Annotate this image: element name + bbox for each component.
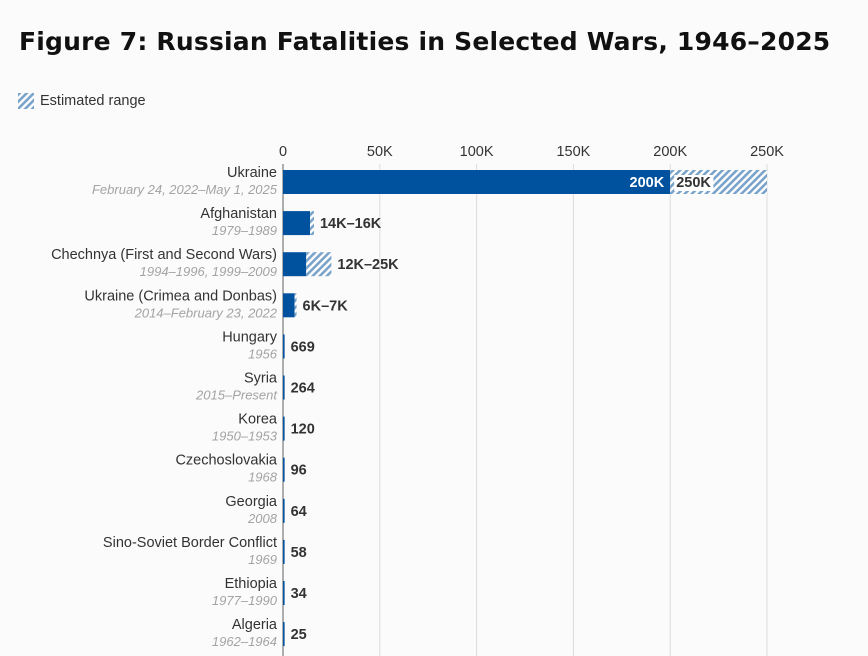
bar-confirmed (283, 416, 285, 441)
value-label: 96 (291, 463, 307, 479)
legend: Estimated range (18, 93, 146, 109)
bars: 200K 250K 14K–16K 12K–25K 6K–7K 669 264 120 96 64… (283, 170, 767, 647)
value-label-backing (674, 175, 714, 191)
war-date-label: 1979–1989 (212, 223, 277, 238)
war-name-label: Sino-Soviet Border Conflict (103, 535, 277, 551)
war-date-label: 1956 (248, 346, 278, 361)
x-axis-ticks: 0 50K 100K 150K 200K 250K (279, 144, 784, 160)
war-date-label: 1950–1953 (212, 429, 278, 444)
chart-title: Figure 7: Russian Fatalities in Selected… (19, 27, 831, 56)
value-label: 14K–16K (320, 216, 382, 232)
value-label-high: 250K (676, 175, 711, 191)
war-name-label: Korea (238, 412, 278, 428)
bar-confirmed (283, 252, 307, 277)
tick-label: 50K (367, 144, 393, 160)
tick-label: 150K (556, 144, 590, 160)
bar-estimated-range (306, 252, 332, 277)
war-name-label: Syria (244, 371, 278, 387)
legend-hatch-swatch (18, 93, 34, 109)
value-label: 120 (291, 422, 315, 438)
war-name-label: Czechoslovakia (175, 453, 277, 469)
bar-confirmed (283, 170, 671, 194)
bar-confirmed (283, 622, 285, 647)
value-label: 12K–25K (337, 257, 399, 273)
value-label-low: 200K (630, 175, 665, 191)
value-label: 6K–7K (303, 298, 349, 314)
war-name-label: Ukraine (Crimea and Donbas) (84, 288, 277, 304)
war-date-label: 1969 (248, 552, 277, 567)
bar-estimated-range (310, 211, 314, 236)
war-date-label: February 24, 2022–May 1, 2025 (92, 182, 278, 197)
bar-confirmed (283, 334, 285, 359)
war-name-label: Ukraine (227, 165, 277, 181)
bar-confirmed (283, 211, 311, 236)
war-name-label: Ethiopia (225, 576, 278, 592)
tick-label: 250K (750, 144, 784, 160)
bar-confirmed (283, 375, 285, 400)
value-label: 34 (291, 586, 307, 602)
war-date-label: 1968 (248, 470, 278, 485)
war-name-label: Georgia (225, 494, 278, 510)
war-date-label: 1962–1964 (212, 634, 277, 649)
war-name-label: Chechnya (First and Second Wars) (51, 247, 277, 263)
legend-label: Estimated range (40, 93, 146, 109)
war-date-label: 1977–1990 (212, 593, 278, 608)
grid-lines (282, 164, 768, 656)
bar-estimated-range (294, 293, 297, 318)
value-label: 58 (291, 545, 307, 561)
war-name-label: Afghanistan (200, 206, 277, 222)
value-label: 264 (291, 381, 315, 397)
tick-label: 200K (653, 144, 687, 160)
war-date-label: 2014–February 23, 2022 (134, 305, 278, 320)
war-date-label: 2008 (247, 511, 278, 526)
tick-label: 100K (460, 144, 494, 160)
bar-confirmed (283, 498, 285, 523)
value-label: 64 (291, 504, 307, 520)
bar-confirmed (283, 539, 285, 564)
bar-confirmed (283, 581, 285, 605)
bar-confirmed (283, 293, 295, 318)
bar-confirmed (283, 457, 285, 482)
war-name-label: Hungary (222, 329, 278, 345)
war-date-label: 2015–Present (195, 388, 278, 403)
tick-label: 0 (279, 144, 287, 160)
value-label: 25 (291, 627, 307, 643)
war-date-label: 1994–1996, 1999–2009 (140, 264, 277, 279)
war-name-label: Algeria (232, 617, 278, 633)
value-label: 669 (291, 339, 315, 355)
